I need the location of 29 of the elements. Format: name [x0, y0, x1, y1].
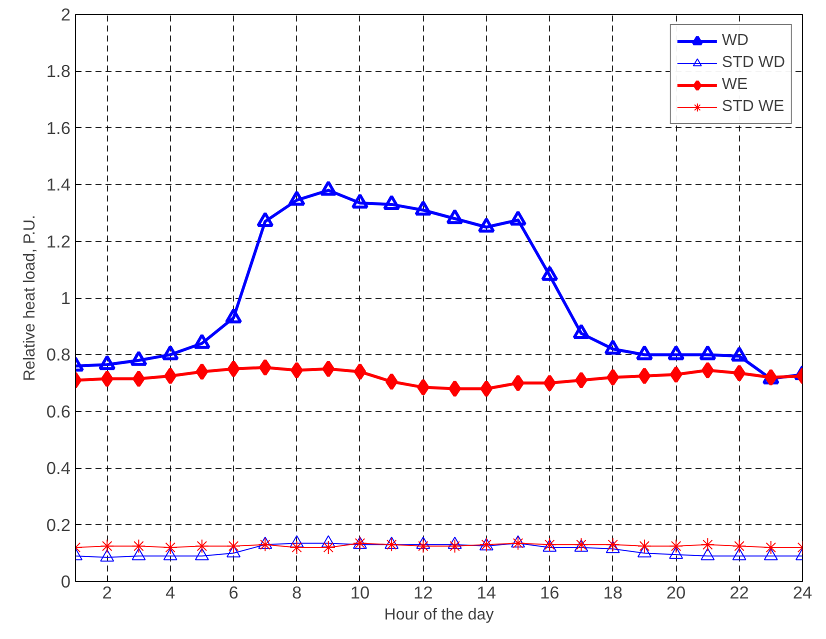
y-tick-label: 0.8 [46, 344, 71, 365]
x-tick-label: 20 [666, 582, 686, 602]
y-tick-label: 1.2 [46, 231, 71, 252]
y-tick-label: 0.2 [46, 514, 71, 535]
x-tick-label: 10 [350, 582, 370, 602]
x-tick-label: 22 [730, 582, 749, 602]
x-tick-label: 14 [476, 582, 496, 602]
y-tick-label: 0 [60, 572, 71, 592]
x-tick-label: 8 [292, 582, 302, 602]
y-tick-label: 0.4 [46, 458, 71, 478]
y-tick-label: 1.6 [46, 118, 71, 138]
legend-label: STD WD [722, 54, 785, 72]
y-axis-title: Relative heat load, P.U. [21, 214, 38, 382]
legend-label: WE [722, 76, 748, 94]
y-tick-label: 1.4 [46, 174, 71, 195]
y-tick-label: 2 [60, 4, 71, 24]
y-tick-label: 1 [60, 288, 71, 308]
x-tick-label: 24 [792, 582, 812, 602]
x-tick-label: 6 [228, 582, 238, 602]
x-tick-label: 2 [102, 582, 112, 602]
x-tick-label: 12 [414, 582, 433, 602]
x-axis-title: Hour of the day [384, 606, 494, 624]
x-tick-label: 18 [603, 582, 622, 602]
legend-label: STD WE [722, 98, 784, 116]
legend-label: WD [722, 32, 749, 50]
x-tick-label: 16 [540, 582, 560, 602]
x-tick-label: 4 [166, 582, 176, 602]
y-tick-label: 1.8 [46, 61, 71, 82]
y-tick-label: 0.6 [46, 401, 71, 422]
